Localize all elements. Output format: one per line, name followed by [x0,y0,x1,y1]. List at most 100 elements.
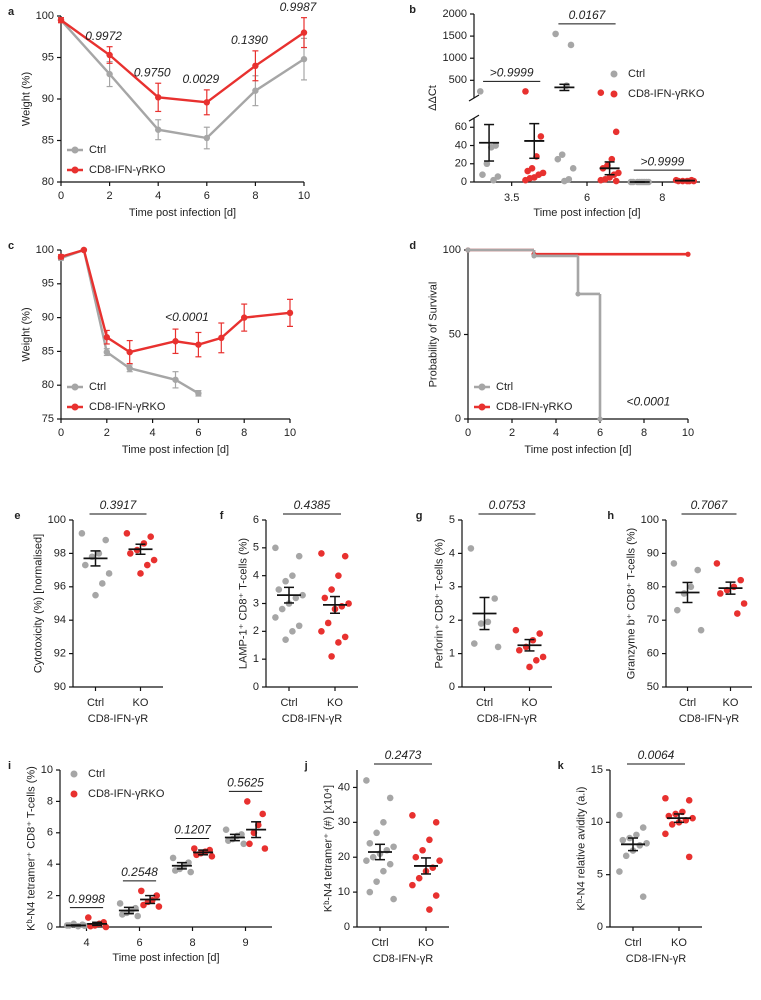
y-tick-label: 90 [54,681,66,693]
data-point [522,176,529,184]
x-tick-label: 4 [83,937,89,949]
data-point [172,376,179,383]
x-tick-label: 6 [195,427,201,439]
y-tick-label: 1000 [443,52,467,64]
y-tick-label: 0 [455,413,461,425]
data-point [126,348,133,356]
legend-marker [478,403,486,411]
data-point [208,853,216,860]
data-point [373,829,380,837]
y-tick-label: 3 [449,581,455,593]
p-value: 0.0064 [638,748,675,762]
group-label: CD8-IFN-γR [373,953,434,965]
data-point [533,656,540,664]
legend-label: Ctrl [88,768,105,780]
data-point [341,552,349,560]
panel-letter: b [409,4,416,16]
y-tick-label: 2000 [443,8,467,20]
data-point [737,576,744,584]
x-tick-label: 8 [189,937,195,949]
data-point [633,831,640,839]
y-tick-label: 75 [42,413,54,425]
p-value: 0.9750 [134,65,171,79]
data-point [144,561,151,569]
data-point [616,868,623,875]
x-tick-label: 10 [284,427,296,439]
p-value: 0.9987 [280,0,318,14]
data-point [80,246,88,254]
y-tick-label: 0 [253,681,259,693]
data-point [363,777,370,784]
data-point [516,646,523,654]
x-axis-label: Time post infection [d] [129,207,236,219]
data-point [225,837,232,844]
y-tick-label: 100 [641,514,659,526]
x-tick-label: 2 [107,190,113,202]
data-point [432,819,440,826]
data-point [102,536,109,544]
data-point [155,94,162,101]
data-point [222,826,230,833]
data-point [282,577,289,585]
y-tick-label: 1 [253,653,259,665]
p-value: 0.9998 [68,892,105,906]
y-axis-label: Granzyme b⁺ CD8⁺ T-cells (%) [625,528,637,679]
legend-marker [71,146,79,154]
x-tick-label: 0 [58,190,64,202]
p-value: <0.0001 [165,310,209,324]
x-tick-label: 9 [242,937,248,949]
data-point [300,55,308,63]
y-tick-label: 2 [47,890,53,902]
data-point [103,348,111,356]
x-tick-label: 2 [104,427,110,439]
data-point [191,845,198,852]
p-value: >0.9999 [490,66,534,80]
data-point [246,840,253,848]
x-tick-label: 4 [155,190,161,202]
data-point [526,663,533,671]
x-axis-label: Time post infection [d] [122,444,229,456]
x-tick-label: Ctrl [280,697,297,709]
data-point [465,247,471,253]
y-axis-label: Kᵇ-N4 relative avidity (a.i) [576,787,588,911]
data-point [694,566,701,574]
data-point [195,341,202,348]
y-tick-label: 90 [647,547,659,559]
data-point [272,544,279,552]
data-point [275,586,283,593]
y-tick-label: 4 [253,570,259,582]
data-point [471,640,478,647]
y-axis-label: Probability of Survival [427,282,439,388]
data-point [426,836,433,844]
data-point [241,314,248,321]
p-value: >0.9999 [640,154,684,168]
y-axis-label: Perforin⁺ CD8⁺ T-cells (%) [434,539,446,669]
x-tick-label: 10 [298,190,310,202]
data-point [597,176,605,184]
data-point [99,580,106,587]
y-tick-label: 3 [253,597,259,609]
data-point [138,887,145,895]
data-point [335,572,342,579]
x-tick-label: 8 [252,190,258,202]
x-tick-label: 3.5 [504,192,519,204]
data-point [436,857,443,865]
data-point [127,550,134,557]
y-axis-label: Kᵇ-N4 tetramer⁺ (#) [x10⁴] [323,785,335,912]
data-point [78,530,86,537]
data-point [134,912,141,920]
data-point [412,853,420,861]
data-point [567,41,575,49]
data-point [286,309,294,317]
axis-break [468,94,480,102]
panel-letter: g [416,510,423,522]
data-point [670,560,678,567]
y-tick-label: 85 [42,345,54,357]
data-point [479,171,486,179]
data-point [426,906,433,913]
y-tick-label: 8 [47,795,53,807]
data-point [155,126,162,133]
y-tick-label: 80 [42,176,54,188]
data-point [366,888,374,896]
